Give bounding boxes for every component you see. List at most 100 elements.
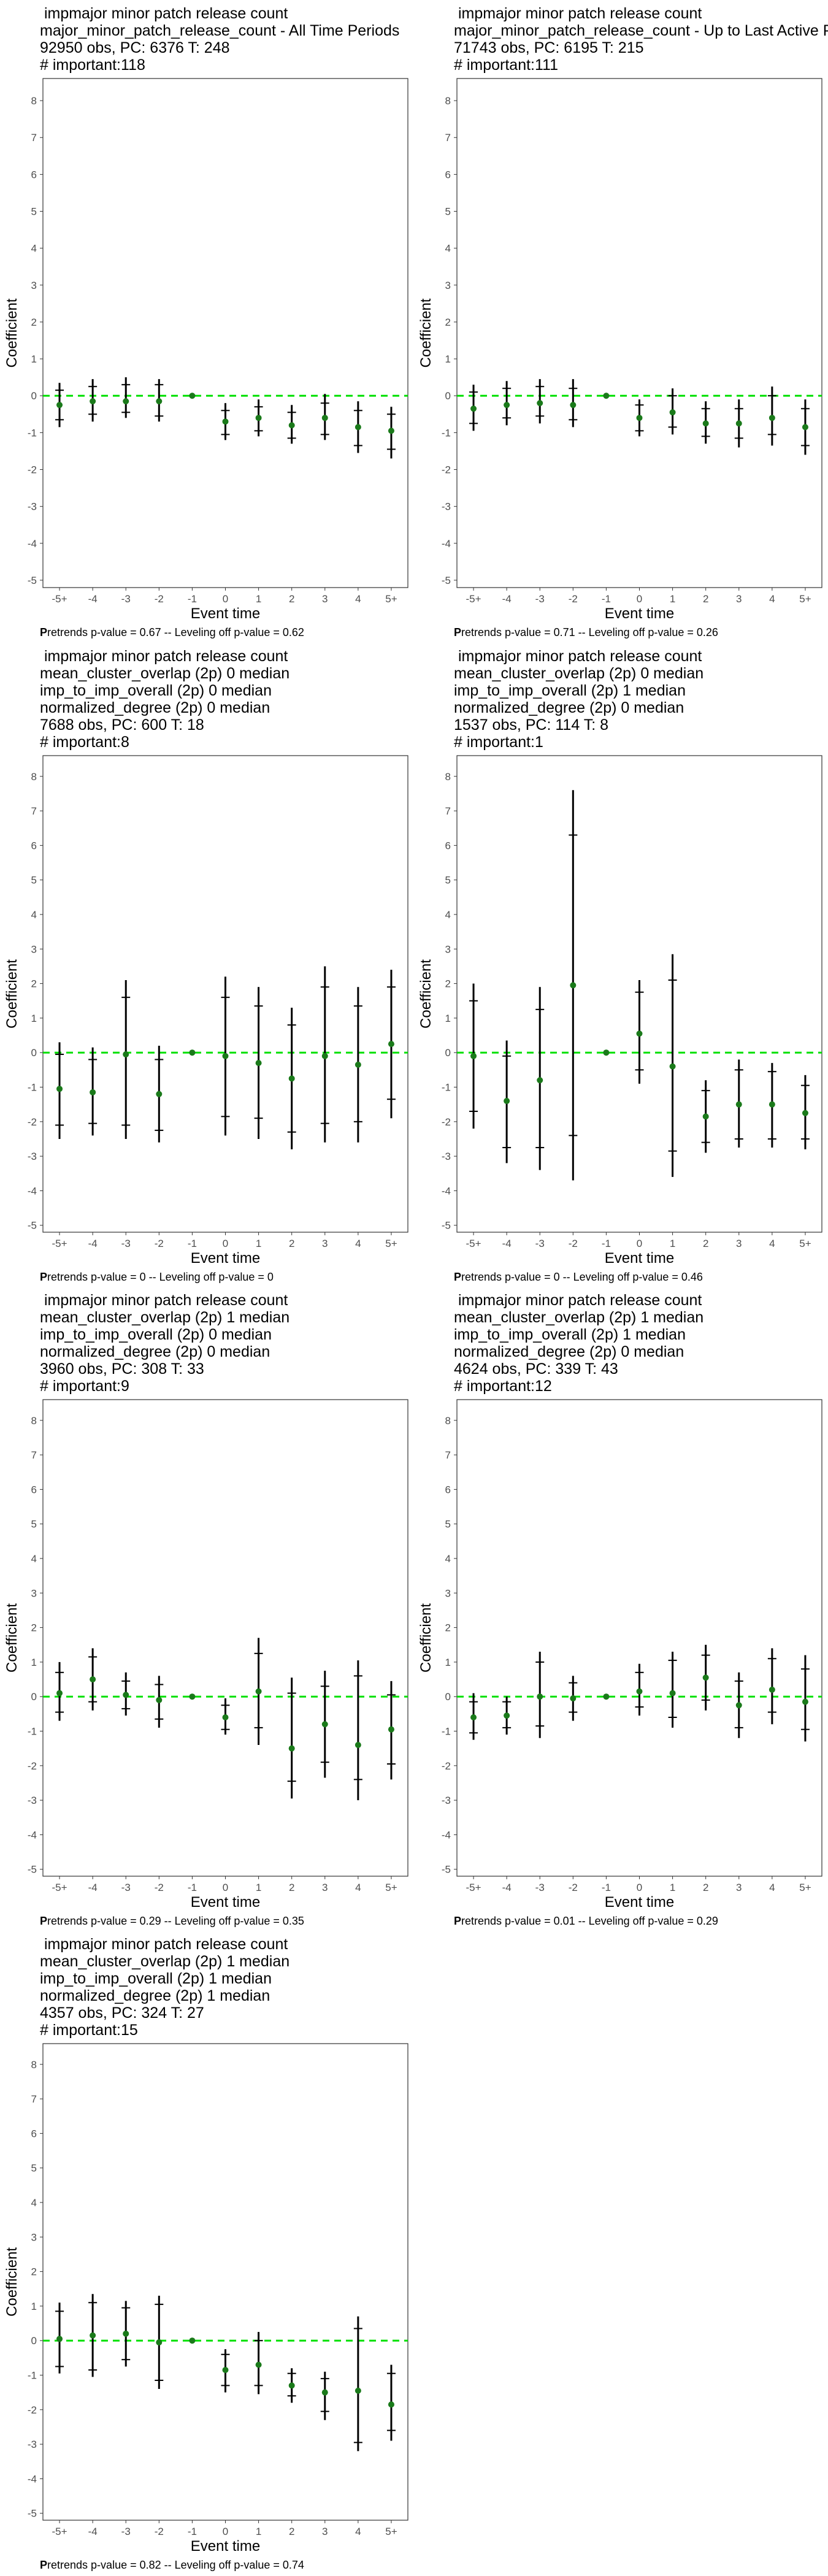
chart-title-line: impmajor minor patch release count — [454, 1292, 702, 1309]
coefficient-point — [123, 398, 129, 405]
coefficient-point — [222, 1052, 229, 1059]
coefficient-point — [321, 2389, 328, 2396]
y-tick-label: 2 — [31, 978, 37, 990]
coefficient-point — [603, 1049, 610, 1056]
y-tick-label: 5 — [31, 206, 37, 218]
x-tick-label: 2 — [703, 1238, 708, 1249]
pvalue-note-text: retrends p-value = 0.71 -- Leveling off … — [461, 626, 718, 638]
coefficient-point — [603, 393, 610, 399]
chart-panel-6: impmajor minor patch release countmean_c… — [418, 1292, 822, 1927]
x-tick-label: 0 — [637, 1238, 642, 1249]
coefficient-point — [156, 2339, 163, 2346]
y-tick-label: -3 — [28, 1795, 37, 1806]
y-tick-label: -5 — [442, 1864, 451, 1876]
coefficient-point — [255, 1688, 262, 1695]
y-axis-label: Coefficient — [4, 959, 20, 1029]
x-axis-label: Event time — [605, 1894, 674, 1911]
y-tick-label: 3 — [445, 943, 451, 955]
x-tick-label: 3 — [322, 593, 328, 605]
y-tick-label: 4 — [445, 243, 451, 255]
x-tick-label: -2 — [155, 593, 164, 605]
chart-title-line: impmajor minor patch release count — [40, 648, 288, 665]
y-tick-label: -5 — [28, 575, 37, 586]
y-tick-label: 6 — [31, 169, 37, 180]
x-tick-label: -4 — [502, 1238, 512, 1249]
y-tick-label: -1 — [28, 1726, 37, 1738]
y-tick-label: 0 — [31, 1691, 37, 1703]
pvalue-note-text: retrends p-value = 0.82 -- Leveling off … — [47, 2559, 304, 2571]
y-tick-label: -3 — [28, 501, 37, 513]
y-axis-label: Coefficient — [418, 298, 434, 367]
y-axis-label: Coefficient — [4, 298, 20, 367]
y-tick-label: 2 — [445, 316, 451, 328]
coefficient-point — [388, 2401, 394, 2408]
y-tick-label: 5 — [445, 1519, 451, 1530]
y-tick-label: 1 — [31, 1013, 37, 1024]
y-tick-label: 0 — [31, 2335, 37, 2347]
y-tick-label: 3 — [31, 280, 37, 291]
chart-title-line: impmajor minor patch release count — [40, 1292, 288, 1309]
chart-title-line: imp_to_imp_overall (2p) 1 median — [454, 682, 686, 699]
y-tick-label: 3 — [445, 1587, 451, 1599]
coefficient-point — [90, 1676, 96, 1683]
chart-title-line: 3960 obs, PC: 308 T: 33 — [40, 1360, 204, 1378]
x-tick-label: -3 — [121, 1882, 131, 1893]
coefficient-point — [56, 1690, 63, 1696]
x-tick-label: -1 — [602, 593, 611, 605]
coefficient-point — [388, 1041, 394, 1048]
plot-area — [456, 1399, 822, 1877]
y-tick-label: 2 — [31, 2266, 37, 2278]
coefficient-point — [255, 2361, 262, 2368]
y-axis-label: Coefficient — [418, 1603, 434, 1673]
x-tick-label: 1 — [256, 2526, 261, 2537]
x-tick-label: -3 — [121, 593, 131, 605]
x-tick-label: -5+ — [52, 1882, 67, 1893]
x-axis-label: Event time — [191, 605, 260, 622]
x-tick-label: 3 — [736, 1238, 742, 1249]
chart-title-line: normalized_degree (2p) 0 median — [454, 1343, 684, 1360]
chart-title-line: imp_to_imp_overall (2p) 0 median — [40, 682, 272, 699]
y-tick-label: 1 — [31, 2301, 37, 2312]
coefficient-point — [570, 1695, 577, 1702]
x-tick-label: 5+ — [385, 1238, 397, 1249]
x-tick-label: -4 — [502, 1882, 512, 1893]
y-tick-label: 1 — [445, 1013, 451, 1024]
y-tick-label: 1 — [445, 353, 451, 365]
pvalue-note-text: retrends p-value = 0 -- Leveling off p-v… — [461, 1271, 703, 1283]
y-tick-label: 0 — [31, 390, 37, 402]
x-tick-label: 1 — [670, 593, 675, 605]
x-tick-label: 1 — [256, 1882, 261, 1893]
pvalue-note-initial: P — [454, 626, 461, 638]
coefficient-point — [156, 1091, 163, 1097]
chart-title-line: # important:12 — [454, 1378, 552, 1395]
y-tick-label: 8 — [31, 2059, 37, 2071]
x-tick-label: 3 — [322, 1238, 328, 1249]
y-tick-label: 0 — [445, 390, 451, 402]
pvalue-note-initial: P — [40, 1915, 47, 1927]
x-tick-label: 0 — [223, 1238, 228, 1249]
chart-title-line: # important:118 — [40, 56, 145, 74]
x-tick-label: 4 — [355, 2526, 361, 2537]
coefficient-point — [189, 1049, 196, 1056]
chart-title-line: impmajor minor patch release count — [454, 5, 702, 22]
plot-area — [42, 2043, 408, 2521]
coefficient-point — [669, 1063, 676, 1070]
y-tick-label: -3 — [442, 1795, 451, 1806]
y-tick-label: 3 — [445, 280, 451, 291]
plot-area — [42, 78, 408, 588]
y-tick-label: 5 — [445, 206, 451, 218]
x-tick-label: 4 — [769, 1882, 775, 1893]
coefficient-point — [56, 1086, 63, 1092]
y-tick-label: 7 — [445, 132, 451, 144]
x-tick-label: 5+ — [799, 1238, 811, 1249]
y-tick-label: -1 — [28, 427, 37, 439]
x-axis-label: Event time — [191, 1250, 260, 1267]
x-axis-label: Event time — [605, 1250, 674, 1267]
x-tick-label: 0 — [223, 2526, 228, 2537]
chart-title-line: 4357 obs, PC: 324 T: 27 — [40, 2004, 204, 2022]
y-tick-label: -4 — [442, 1185, 451, 1197]
y-tick-label: 7 — [31, 1449, 37, 1461]
chart-title-line: # important:1 — [454, 734, 543, 751]
coefficient-point — [156, 1696, 163, 1703]
x-tick-label: -4 — [88, 1882, 98, 1893]
